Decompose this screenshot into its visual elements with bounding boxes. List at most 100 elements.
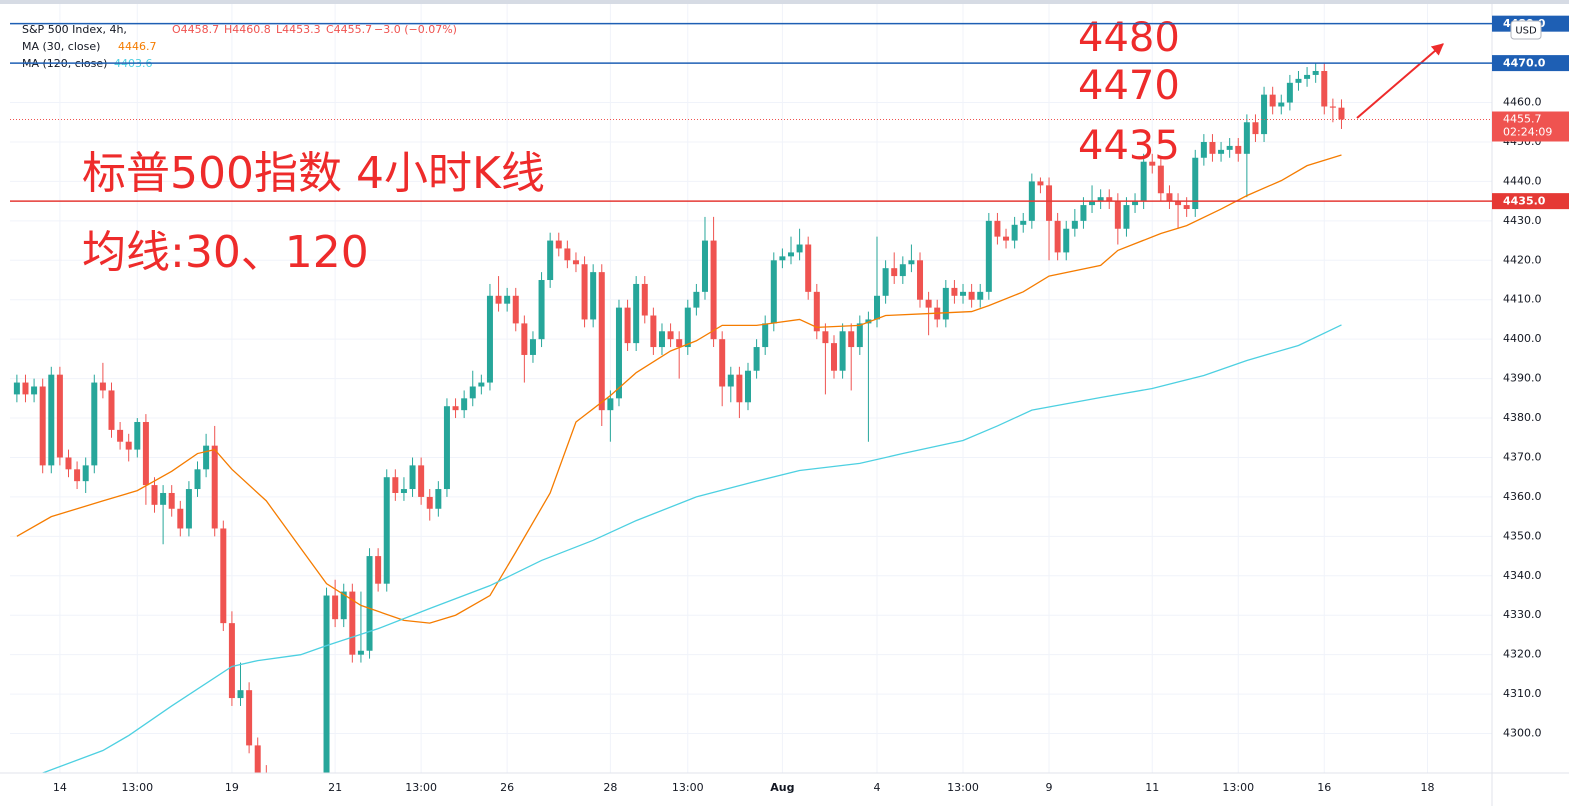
candle-body xyxy=(1278,102,1285,107)
candle-body xyxy=(1312,70,1319,75)
candle-body xyxy=(856,323,863,348)
candle-body xyxy=(839,331,846,371)
candle-body xyxy=(74,469,81,482)
candle-body xyxy=(22,382,29,395)
x-tick-label: 13:00 xyxy=(121,781,153,794)
candle-body xyxy=(56,374,63,458)
x-tick-label: 13:00 xyxy=(405,781,437,794)
candle-body xyxy=(512,295,519,324)
x-tick-label: 26 xyxy=(500,781,514,794)
candle-body xyxy=(65,457,72,470)
x-tick-label: 14 xyxy=(53,781,67,794)
y-tick-label: 4300.0 xyxy=(1503,727,1542,740)
candle-body xyxy=(615,307,622,399)
candle-body xyxy=(719,339,726,387)
axes: 4300.0 4310.0 4320.0 4330.0 4340.0 4350.0 4360… xyxy=(53,96,1542,794)
ma-legend: MA (30, close) xyxy=(22,40,100,53)
candle-body xyxy=(831,343,838,371)
candle-body xyxy=(1080,205,1087,221)
candle-body xyxy=(228,623,235,699)
candle-body xyxy=(375,556,382,584)
candle-body xyxy=(874,295,881,320)
annotation: 4435 xyxy=(1078,123,1180,169)
candle-body xyxy=(607,398,614,411)
candle-body xyxy=(547,240,554,281)
price-line-label: 4470.0 xyxy=(1503,57,1546,70)
candle-body xyxy=(822,331,829,344)
symbol-title: S&P 500 Index, 4h, xyxy=(22,23,127,36)
candle-body xyxy=(564,248,571,261)
candle-body xyxy=(1123,205,1130,229)
candle-body xyxy=(1329,106,1336,108)
moving-average xyxy=(16,154,1342,624)
x-tick-label: 19 xyxy=(225,781,239,794)
candle-body xyxy=(142,421,149,486)
candle-body xyxy=(1166,193,1173,202)
candle-body xyxy=(727,374,734,387)
candle-body xyxy=(693,291,700,308)
price-line-label-box xyxy=(1492,55,1569,72)
candle-body xyxy=(960,291,967,296)
candle-body xyxy=(572,260,579,265)
candle-body xyxy=(1071,220,1078,229)
currency[interactable]: USD xyxy=(1515,26,1537,37)
candle-body xyxy=(770,260,777,324)
ma-value: 4446.7 xyxy=(118,40,157,53)
candle-body xyxy=(1140,161,1147,202)
ohlc-high: H4460.8 xyxy=(224,23,271,36)
y-tick-label: 4350.0 xyxy=(1503,529,1542,542)
candle-body xyxy=(813,291,820,332)
candle-body xyxy=(658,331,665,348)
candle-body xyxy=(443,406,450,490)
candle-body xyxy=(1200,141,1207,158)
candle-body xyxy=(1321,70,1328,107)
y-tick-label: 4320.0 xyxy=(1503,648,1542,661)
currency-button[interactable] xyxy=(1510,20,1542,40)
candle-body xyxy=(134,421,141,450)
candle-body xyxy=(478,382,485,387)
ohlc-low: L4453.3 xyxy=(276,23,321,36)
candle-body xyxy=(1295,78,1302,83)
y-tick-label: 4420.0 xyxy=(1503,253,1542,266)
candle-body xyxy=(125,441,132,450)
candle-body xyxy=(452,406,459,411)
candle-body xyxy=(899,264,906,277)
candle-body xyxy=(340,591,347,620)
last-price-box xyxy=(1492,111,1569,142)
candle-body xyxy=(392,477,399,493)
candle-body xyxy=(1011,224,1018,241)
candle-body xyxy=(1226,145,1233,150)
candle-body xyxy=(151,485,158,505)
candle-body xyxy=(641,283,648,316)
currency-box[interactable]: USD xyxy=(1510,20,1542,40)
y-tick-label: 4440.0 xyxy=(1503,174,1542,187)
candle-body xyxy=(521,323,528,355)
candle-body xyxy=(349,591,356,655)
candle-body xyxy=(925,299,932,308)
candle-body xyxy=(1003,236,1010,241)
x-tick-label: 13:00 xyxy=(947,781,979,794)
y-tick-label: 4390.0 xyxy=(1503,372,1542,385)
candle-body xyxy=(13,382,20,395)
annotation: 4480 xyxy=(1078,15,1180,61)
y-tick-label: 4430.0 xyxy=(1503,214,1542,227)
candle-body xyxy=(48,374,55,466)
candle-body xyxy=(203,445,210,470)
y-tick-label: 4310.0 xyxy=(1503,687,1542,700)
x-tick-label: 16 xyxy=(1317,781,1331,794)
candle-body xyxy=(1175,201,1182,206)
annotation: 均线:30、120 xyxy=(82,227,369,278)
candle-body xyxy=(985,220,992,292)
candle-body xyxy=(194,469,201,490)
candle-body xyxy=(91,382,98,466)
arrow xyxy=(1356,43,1444,119)
candle-body xyxy=(951,287,958,296)
candle-body xyxy=(736,374,743,403)
x-tick-label: 4 xyxy=(874,781,881,794)
candle-body xyxy=(435,489,442,509)
moving-average xyxy=(42,324,1342,773)
candle-body xyxy=(1252,122,1259,135)
candle-body xyxy=(538,280,545,340)
candle-body xyxy=(366,556,373,651)
